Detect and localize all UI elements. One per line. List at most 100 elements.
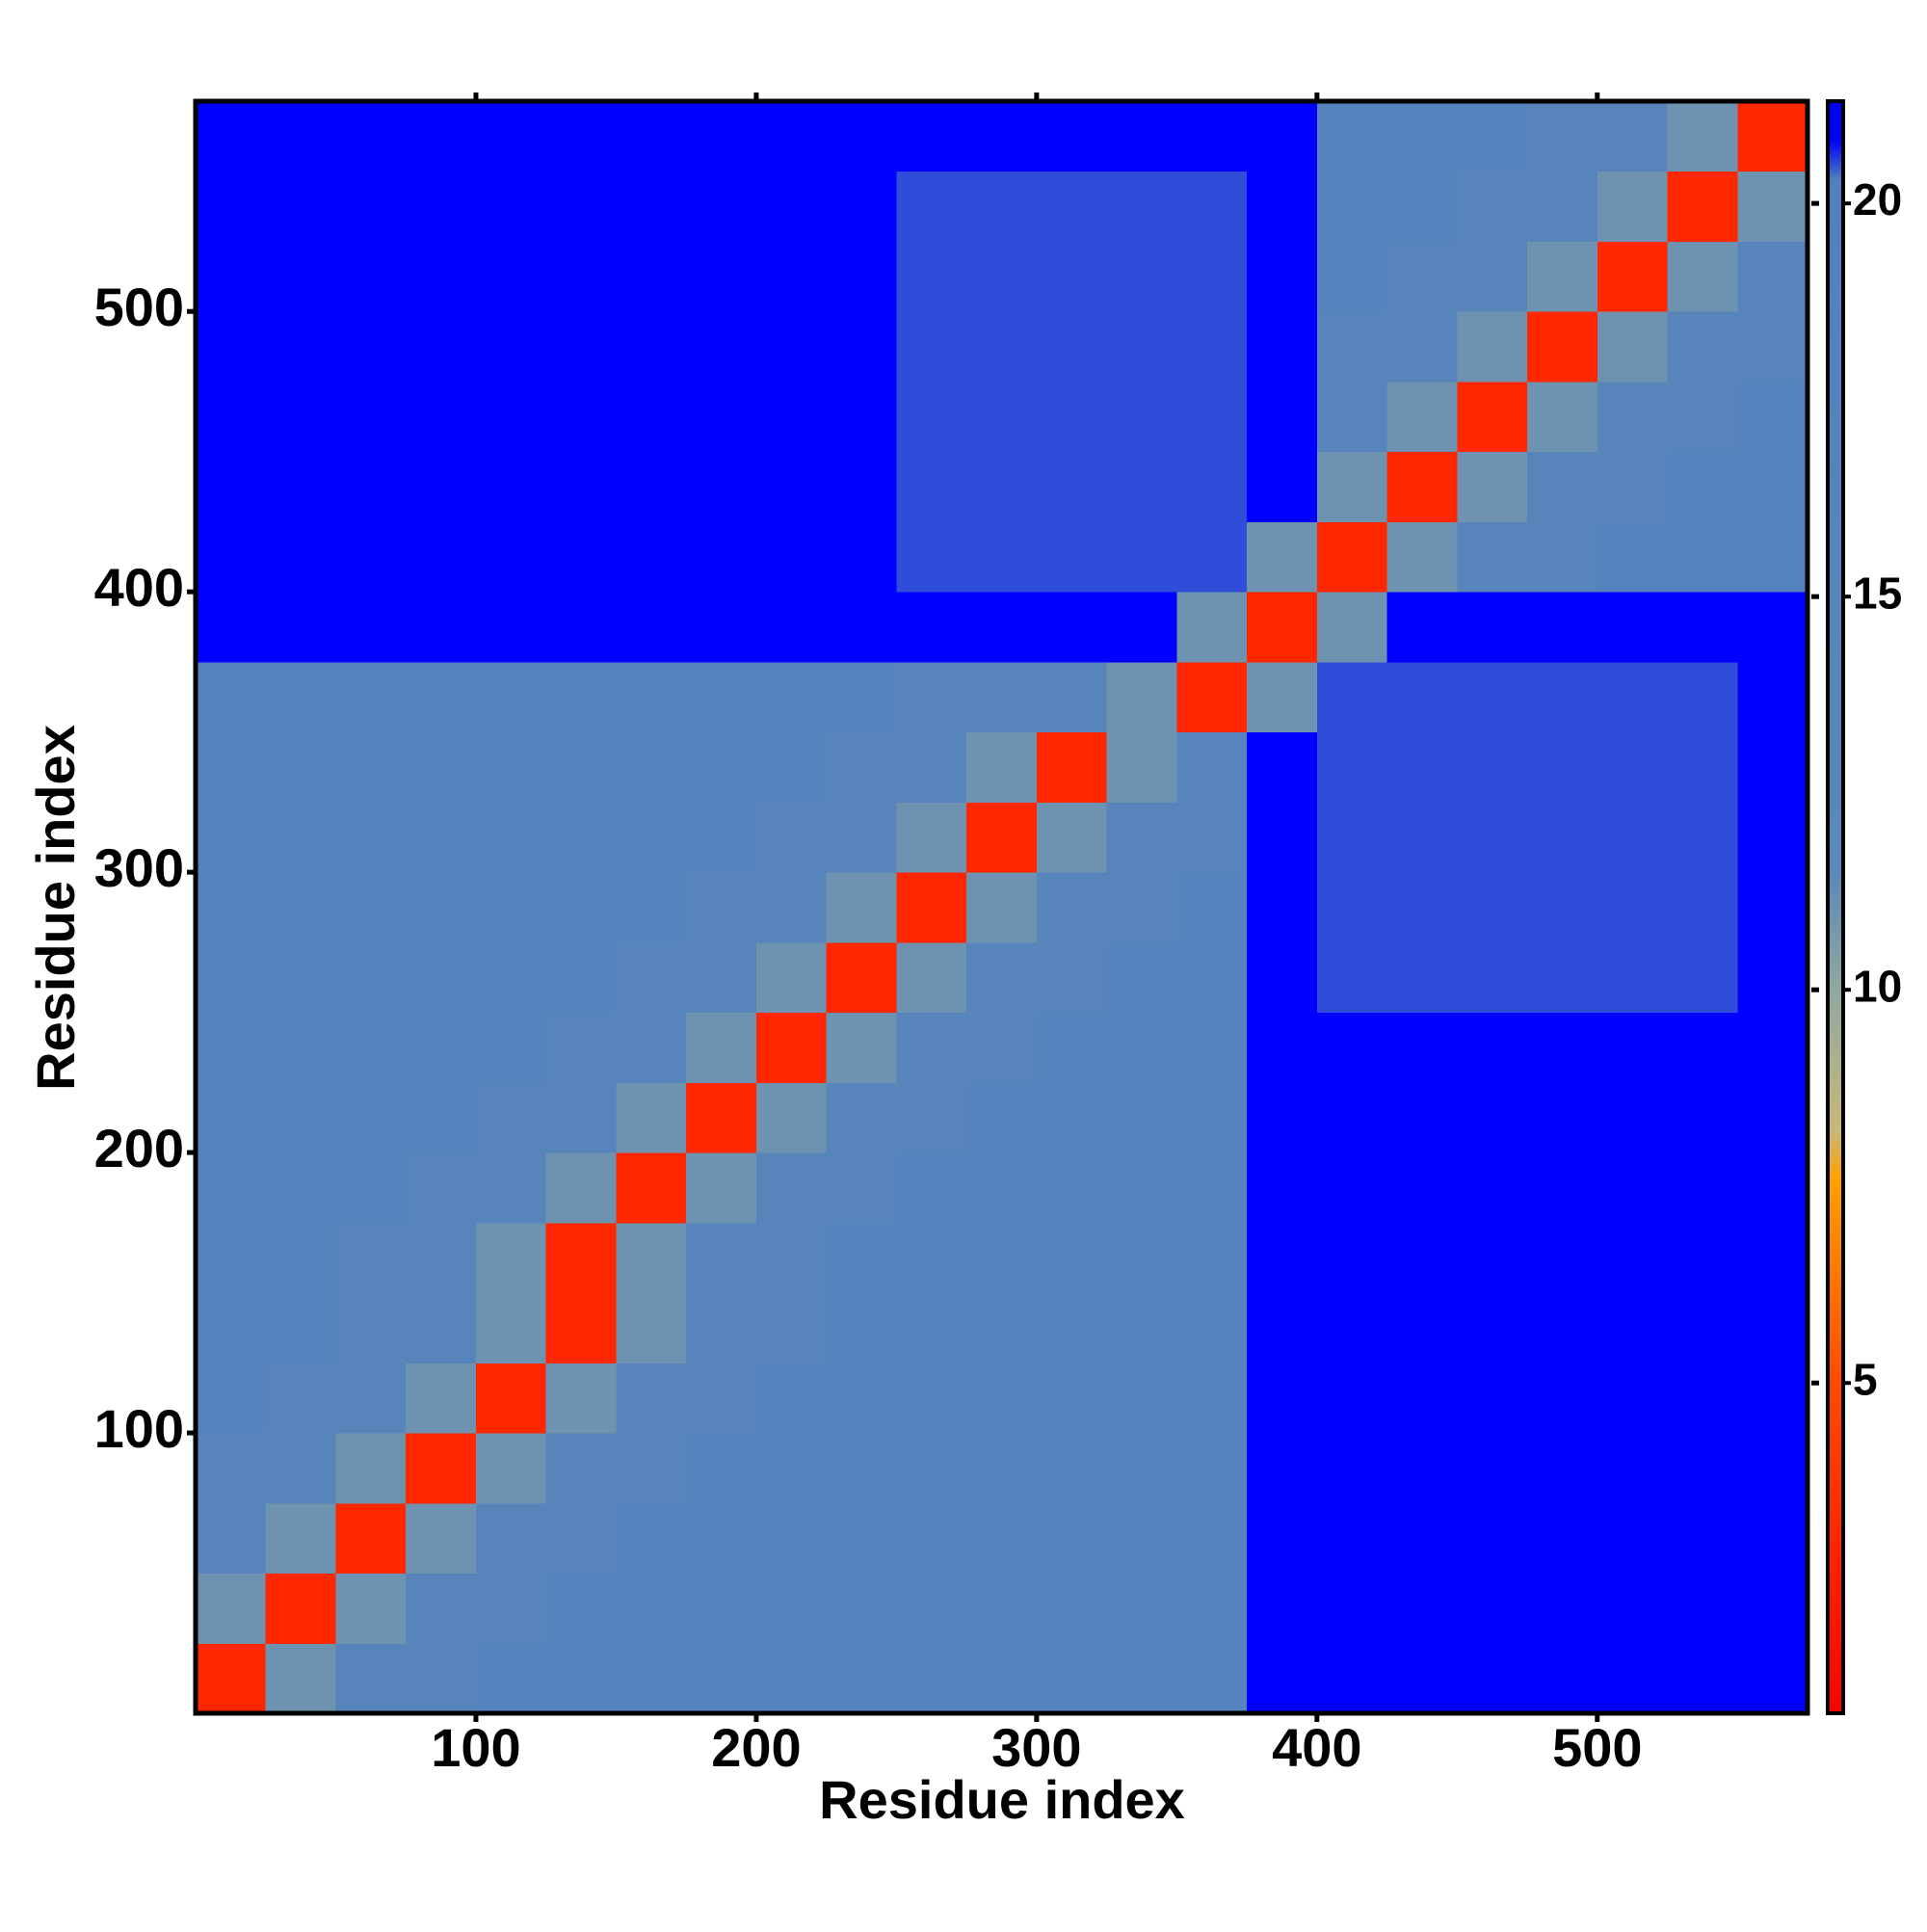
heatmap-cell: [265, 731, 336, 803]
heatmap-cell: [335, 1573, 407, 1644]
heatmap-cell: [475, 101, 547, 172]
heatmap-cell: [1106, 1433, 1177, 1504]
heatmap-cell: [335, 171, 407, 242]
heatmap-cell: [1176, 1363, 1248, 1434]
heatmap-cell: [1247, 802, 1318, 873]
heatmap-cell: [406, 802, 477, 873]
heatmap-cell: [755, 661, 828, 733]
heatmap-cell: [1036, 1222, 1108, 1294]
heatmap-cell: [265, 1152, 336, 1224]
heatmap-cell: [1247, 521, 1318, 593]
heatmap-cell: [475, 731, 547, 803]
heatmap-cell: [966, 1573, 1038, 1644]
heatmap-cell: [966, 1433, 1038, 1504]
y-axis-title: Residue index: [25, 725, 86, 1091]
heatmap-cell: [616, 1363, 687, 1434]
heatmap-cell: [1737, 451, 1808, 522]
heatmap-cell: [616, 592, 687, 663]
heatmap-cell: [896, 171, 967, 242]
heatmap-cell: [755, 1012, 828, 1083]
heatmap-cell: [1316, 311, 1388, 383]
heatmap-cell: [686, 241, 757, 312]
heatmap-cell: [616, 1433, 687, 1504]
heatmap-cell: [1597, 311, 1669, 383]
heatmap-cell: [1316, 1433, 1388, 1504]
heatmap-cell: [475, 1502, 547, 1575]
heatmap-cell: [896, 872, 967, 943]
heatmap-cell: [1737, 241, 1808, 312]
heatmap-cell: [826, 941, 897, 1014]
heatmap-cell: [265, 1643, 336, 1714]
heatmap-cell: [335, 521, 407, 593]
heatmap-cell: [1737, 1082, 1808, 1153]
heatmap-cell: [196, 661, 267, 733]
heatmap-cell: [265, 241, 336, 312]
heatmap-cell: [1597, 1082, 1669, 1153]
heatmap-cell: [1036, 241, 1108, 312]
heatmap-cell: [1737, 731, 1808, 803]
heatmap-cell: [966, 241, 1038, 312]
heatmap-cell: [1316, 872, 1388, 943]
heatmap-cell: [826, 451, 897, 522]
heatmap-cell: [1176, 941, 1248, 1014]
heatmap-cell: [406, 1502, 477, 1575]
heatmap-cell: [1597, 1012, 1669, 1083]
heatmap-cell: [616, 731, 687, 803]
heatmap-cell: [896, 311, 967, 383]
heatmap-cell: [755, 101, 828, 172]
heatmap-cell: [196, 1152, 267, 1224]
heatmap-cell: [475, 1643, 547, 1714]
heatmap-cell: [1316, 1292, 1388, 1363]
colorbar: [1826, 99, 1845, 1715]
heatmap-cell: [265, 381, 336, 453]
heatmap-cell: [335, 311, 407, 383]
y-tick-label: 300: [94, 837, 184, 898]
heatmap-cell: [1386, 1222, 1458, 1294]
heatmap-cell: [1106, 661, 1177, 733]
heatmap-cell: [1316, 1082, 1388, 1153]
heatmap-cell: [1737, 171, 1808, 242]
heatmap-cell: [406, 241, 477, 312]
heatmap-cell: [1176, 1152, 1248, 1224]
heatmap-cell: [1737, 872, 1808, 943]
heatmap-cell: [265, 802, 336, 873]
heatmap-cell: [755, 1222, 828, 1294]
heatmap-cell: [1386, 941, 1458, 1014]
heatmap-cell: [1597, 381, 1669, 453]
heatmap-cell: [1247, 1643, 1318, 1714]
heatmap-cell: [966, 802, 1038, 873]
heatmap-cell: [1737, 802, 1808, 873]
heatmap-cell: [475, 661, 547, 733]
heatmap-cell: [196, 802, 267, 873]
heatmap-cell: [265, 1573, 336, 1644]
heatmap-cell: [265, 1502, 336, 1575]
heatmap-cell: [896, 1502, 967, 1575]
heatmap-cell: [196, 1292, 267, 1363]
heatmap-cell: [545, 451, 617, 522]
heatmap-cell: [1106, 872, 1177, 943]
heatmap-cell: [406, 1643, 477, 1714]
heatmap-cell: [616, 101, 687, 172]
heatmap-cell: [406, 1082, 477, 1153]
heatmap-cell: [755, 171, 828, 242]
heatmap-cell: [335, 451, 407, 522]
heatmap-cell: [265, 171, 336, 242]
heatmap-cell: [966, 311, 1038, 383]
heatmap-cell: [1106, 1363, 1177, 1434]
heatmap-cell: [335, 1222, 407, 1294]
heatmap-cell: [1527, 241, 1598, 312]
heatmap-cell: [1176, 872, 1248, 943]
heatmap-cell: [1527, 171, 1598, 242]
heatmap-cell: [196, 101, 267, 172]
heatmap-cell: [196, 381, 267, 453]
heatmap-cell: [196, 1433, 267, 1504]
heatmap-cell: [1386, 101, 1458, 172]
heatmap-cell: [1247, 661, 1318, 733]
y-tick-label: 200: [94, 1118, 184, 1178]
heatmap-cell: [406, 1433, 477, 1504]
heatmap-cell: [966, 731, 1038, 803]
heatmap-cell: [1316, 1222, 1388, 1294]
heatmap-cell: [1737, 1222, 1808, 1294]
heatmap-cell: [545, 311, 617, 383]
